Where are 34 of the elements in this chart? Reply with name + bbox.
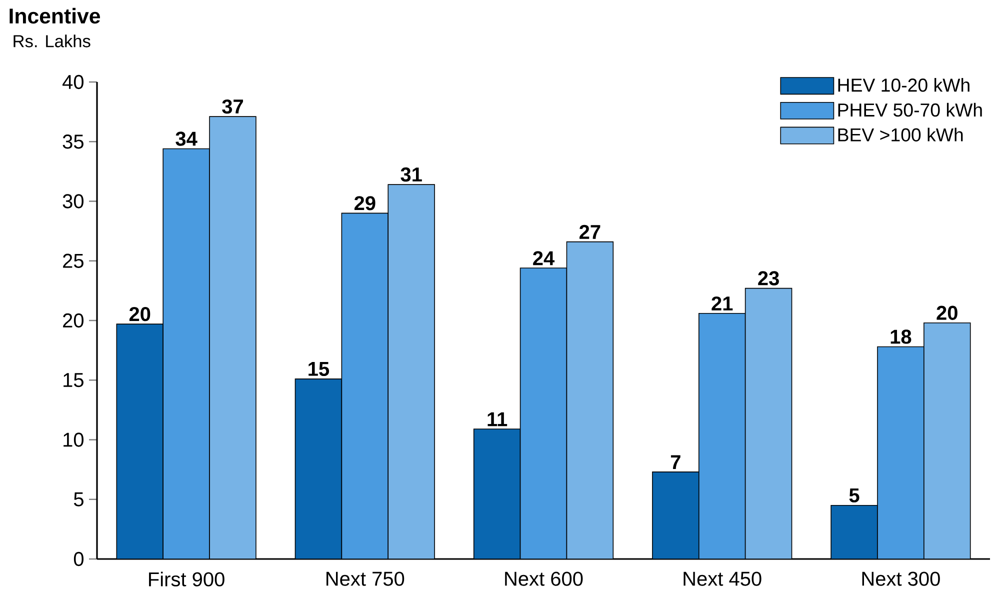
data-label: 20 xyxy=(129,306,150,322)
x-tick-label: Next 450 xyxy=(684,572,762,586)
chart-title: Incentive xyxy=(10,8,100,24)
y-tick-label: 0 xyxy=(74,552,84,566)
data-label: 34 xyxy=(176,132,198,146)
data-label: 7 xyxy=(670,455,680,470)
y-tick-label: 35 xyxy=(62,134,84,149)
data-label: 5 xyxy=(849,488,860,502)
y-tick-label: 15 xyxy=(64,373,84,388)
data-label: 11 xyxy=(488,412,508,426)
x-tick-label: Next 300 xyxy=(862,572,940,586)
data-label: 37 xyxy=(222,99,243,114)
data-label: 18 xyxy=(890,330,912,344)
y-tick-label: 20 xyxy=(63,313,84,328)
x-tick-label: First 900 xyxy=(149,572,224,586)
x-tick-label: Next 750 xyxy=(326,572,404,586)
data-label: 21 xyxy=(712,296,733,310)
data-label: 31 xyxy=(400,167,422,182)
y-tick-label: 30 xyxy=(62,194,84,208)
data-label: 20 xyxy=(936,306,958,320)
y-tick-label: 10 xyxy=(64,432,84,447)
data-label: 29 xyxy=(354,196,376,210)
legend-label: BEV >100 kWh xyxy=(838,128,963,142)
y-tick-label: 25 xyxy=(63,254,84,268)
x-tick-label: Next 600 xyxy=(505,572,583,586)
y-tick-label: 5 xyxy=(74,492,84,506)
y-axis-title: Rs. Lakhs xyxy=(14,34,90,48)
data-label: 23 xyxy=(758,271,779,286)
legend-label: PHEV 50-70 kWh xyxy=(838,102,982,117)
legend-label: HEV 10-20 kWh xyxy=(838,78,970,92)
y-tick-label: 40 xyxy=(62,74,84,90)
data-label: 24 xyxy=(533,251,555,266)
data-label: 15 xyxy=(308,362,330,376)
data-label: 27 xyxy=(580,224,600,239)
